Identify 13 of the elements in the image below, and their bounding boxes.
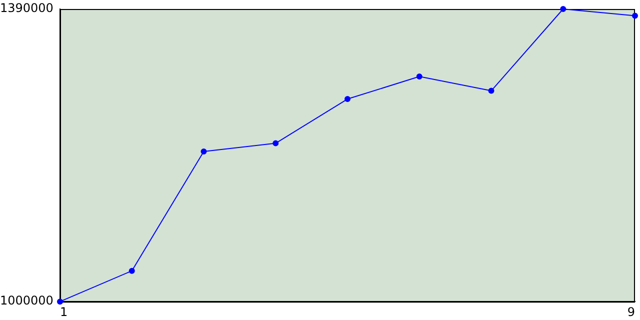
point (344, 96, 350, 102)
x-tick-label: 1 (60, 304, 68, 319)
point (128, 268, 135, 274)
point (488, 88, 494, 94)
y-tick-label: 1000000 (0, 294, 54, 308)
point (272, 140, 279, 146)
point (632, 12, 638, 19)
point (560, 6, 566, 12)
x-tick-label: 9 (627, 304, 635, 319)
y-tick-label: 1390000 (0, 1, 54, 16)
point (200, 148, 207, 155)
point (416, 74, 422, 80)
point (57, 298, 63, 305)
